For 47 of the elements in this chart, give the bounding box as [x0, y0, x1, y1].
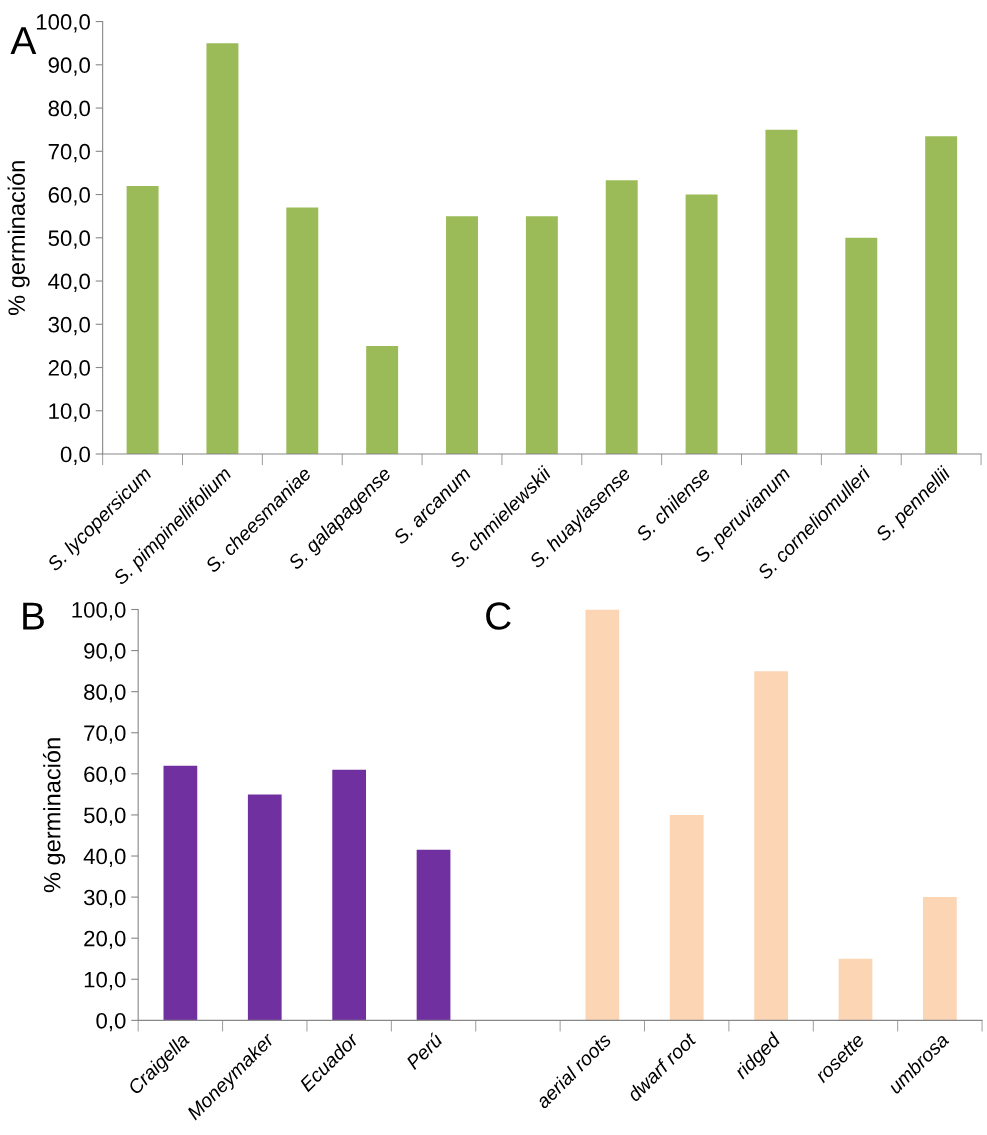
y-tick-label: 40,0	[83, 848, 126, 867]
y-tick-label: 50,0	[48, 230, 90, 249]
y-tick-label: 0,0	[60, 446, 90, 465]
bar	[685, 194, 718, 454]
bar	[286, 207, 319, 454]
bar	[845, 237, 878, 454]
bar	[416, 849, 451, 1021]
bar	[366, 345, 399, 454]
y-tick-label: 90,0	[48, 57, 90, 76]
annotation: C	[486, 602, 511, 630]
y-tick-label: 20,0	[84, 930, 126, 950]
text: B	[23, 602, 44, 630]
bar	[163, 765, 198, 1021]
y-tick-label: 70,0	[48, 143, 90, 163]
bar	[585, 609, 620, 1021]
y-tick-label: 80,0	[48, 100, 90, 119]
bar	[446, 216, 478, 454]
bar	[332, 769, 367, 1021]
y-tick-label: 70,0	[84, 725, 126, 744]
y-axis-title: % germinación	[42, 738, 66, 893]
y-tick-label: 0,0	[96, 1012, 126, 1032]
y-axis-title: % germinación	[7, 161, 30, 316]
y-tick-label: 90,0	[84, 643, 126, 662]
y-tick-label: 40,0	[48, 273, 90, 292]
bar	[525, 216, 558, 454]
bar	[838, 958, 873, 1021]
text: A	[10, 27, 37, 55]
y-tick-label: 100,0	[36, 14, 90, 33]
y-tick-label: 60,0	[84, 766, 126, 785]
y-tick-label: 30,0	[48, 316, 90, 336]
y-tick-label: 100,0	[72, 602, 126, 621]
y-tick-label: 50,0	[84, 807, 126, 826]
bar	[247, 794, 282, 1021]
bar	[754, 671, 788, 1021]
bar	[669, 814, 704, 1021]
bar	[925, 136, 958, 454]
bar	[206, 43, 239, 454]
y-tick-label: 80,0	[84, 684, 126, 703]
bar	[126, 185, 159, 454]
y-tick-label: 20,0	[48, 360, 90, 379]
y-tick-label: 30,0	[83, 889, 126, 908]
y-tick-label: 60,0	[48, 187, 90, 206]
y-tick-label: 10,0	[49, 403, 90, 422]
bar	[605, 180, 638, 454]
bar	[922, 897, 957, 1021]
y-tick-label: 10,0	[84, 971, 126, 991]
bar	[765, 129, 798, 454]
